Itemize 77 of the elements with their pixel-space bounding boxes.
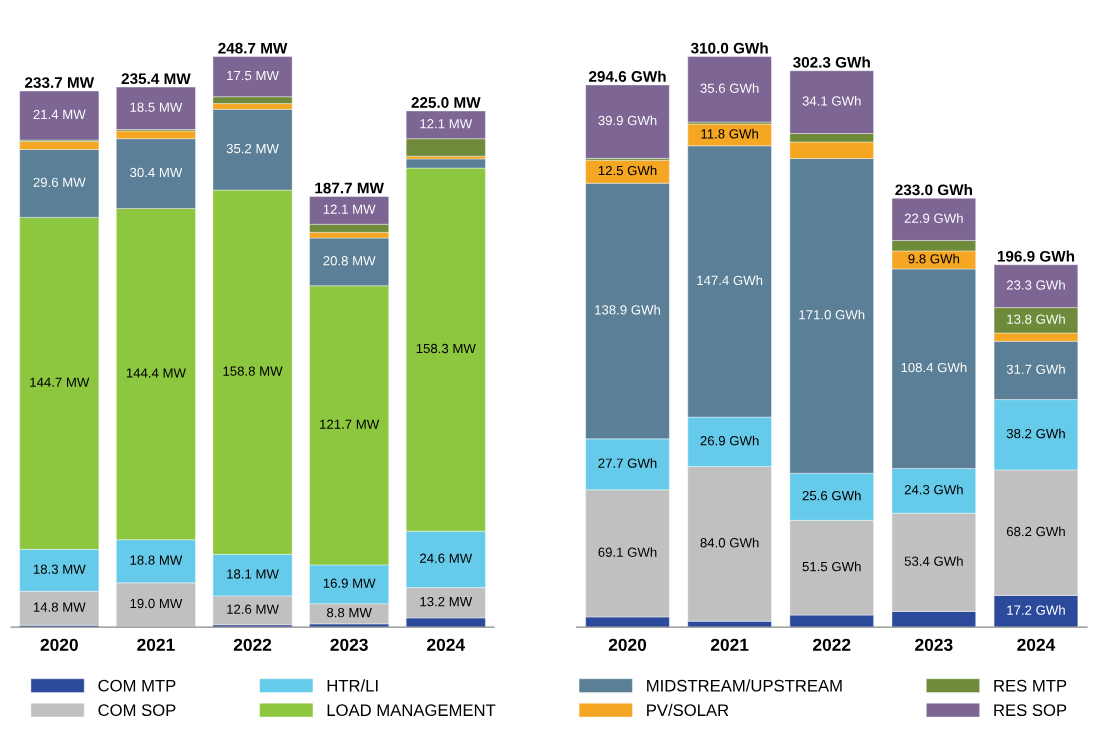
data-label: 21.4 MW [33, 109, 86, 119]
data-label: 12.1 MW [323, 204, 376, 214]
data-label: 12.1 MW [420, 119, 473, 129]
data-label: 147.4 GWh [697, 275, 763, 286]
data-label: 35.6 GWh [700, 83, 759, 93]
legend-label: RES SOP [994, 704, 1067, 717]
data-label: 8.8 MW [327, 607, 372, 618]
data-label: 27.7 GWh [598, 458, 657, 468]
legend-label: RES MTP [994, 679, 1067, 692]
x-tick-label: 2022 [813, 638, 851, 651]
total-label: 248.7 MW [218, 42, 288, 54]
data-label: 24.3 GWh [904, 484, 963, 495]
data-label: 13.8 GWh [1007, 314, 1065, 324]
total-label: 233.7 MW [25, 77, 95, 88]
data-label: 144.7 MW [30, 377, 90, 387]
data-label: 31.7 GWh [1006, 364, 1065, 374]
total-label: 294.6 GWh [588, 70, 666, 82]
data-label: 12.6 MW [227, 604, 279, 614]
data-label: 20.8 MW [323, 256, 376, 266]
x-tick-label: 2023 [915, 638, 953, 651]
legend-label: MIDSTREAM/UPSTREAM [647, 679, 842, 692]
legend-label: PV/SOLAR [647, 703, 729, 717]
total-label: 310.0 GWh [690, 42, 768, 54]
legend-label: LOAD MANAGEMENT [327, 704, 496, 717]
data-label: 19.0 MW [130, 598, 183, 609]
data-label: 69.1 GWh [598, 547, 657, 557]
data-label: 17.2 GWh [1007, 605, 1065, 615]
total-label: 302.3 GWh [793, 56, 870, 68]
total-label: 225.0 MW [411, 97, 481, 108]
data-label: 84.0 GWh [700, 537, 759, 548]
legend-label: HTR/LI [327, 679, 378, 692]
data-label: 25.6 GWh [802, 490, 861, 501]
data-label: 18.8 MW [130, 555, 183, 565]
data-label: 9.8 GWh [908, 253, 960, 264]
data-label: 35.2 MW [226, 143, 279, 154]
x-tick-label: 2020 [608, 638, 647, 651]
x-tick-label: 2021 [710, 638, 749, 651]
data-label: 38.2 GWh [1006, 428, 1065, 439]
data-label: 108.4 GWh [901, 362, 967, 373]
x-tick-label: 2022 [233, 638, 272, 651]
data-label: 12.5 GWh [598, 165, 657, 176]
data-label: 34.1 GWh [802, 95, 861, 106]
data-label: 17.5 MW [227, 70, 279, 81]
total-label: 235.4 MW [121, 73, 191, 85]
x-tick-label: 2024 [427, 638, 466, 651]
data-label: 53.4 GWh [904, 556, 963, 566]
data-label: 39.9 GWh [598, 115, 657, 126]
total-label: 196.9 GWh [997, 250, 1075, 262]
data-label: 138.9 GWh [595, 304, 661, 315]
data-label: 18.1 MW [227, 569, 279, 579]
data-label: 51.5 GWh [802, 561, 861, 572]
legend-label: COM MTP [98, 679, 176, 692]
data-label: 158.8 MW [223, 366, 283, 376]
total-label: 233.0 GWh [895, 184, 972, 196]
data-label: 26.9 GWh [700, 435, 759, 446]
data-label: 158.3 MW [416, 343, 476, 354]
total-label: 187.7 MW [315, 182, 384, 194]
data-label: 68.2 GWh [1006, 526, 1065, 537]
data-label: 13.2 MW [420, 596, 473, 607]
legend-label: COM SOP [98, 704, 176, 717]
x-tick-label: 2023 [330, 638, 368, 651]
data-label: 18.5 MW [130, 102, 183, 112]
data-label: 144.4 MW [126, 368, 186, 378]
x-tick-label: 2020 [40, 638, 78, 651]
data-label: 11.8 GWh [701, 128, 758, 139]
data-label: 30.4 MW [130, 167, 183, 178]
data-label: 18.3 MW [33, 564, 86, 574]
data-label: 171.0 GWh [799, 309, 865, 320]
data-label: 24.6 MW [420, 553, 473, 563]
data-label: 14.8 MW [33, 602, 86, 612]
data-label: 29.6 MW [33, 177, 86, 187]
data-label: 16.9 MW [323, 578, 376, 588]
data-label: 121.7 MW [320, 419, 380, 429]
x-tick-label: 2024 [1017, 638, 1056, 651]
data-label: 23.3 GWh [1006, 280, 1065, 290]
x-tick-label: 2021 [137, 638, 175, 651]
data-label: 22.9 GWh [904, 213, 963, 223]
